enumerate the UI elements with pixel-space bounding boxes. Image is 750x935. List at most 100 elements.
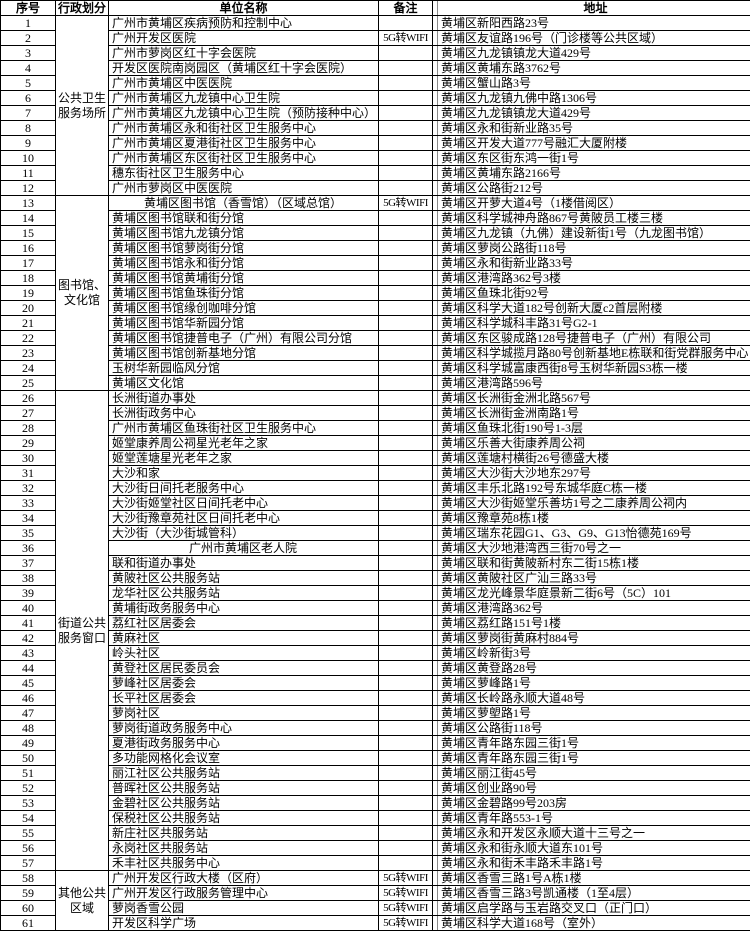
cell-serial-number: 35 <box>0 525 56 541</box>
table-row: 47 萝岗社区 黄埔区萝塱路1号 <box>0 705 750 721</box>
cell-remark <box>378 270 433 286</box>
table-row: 48 萝岗街道政务服务中心 黄埔区公路街118号 <box>0 720 750 736</box>
cell-remark <box>378 630 433 646</box>
cell-unit-name: 联和街道办事处 <box>108 555 379 571</box>
cell-address: 黄埔区丽江街45号 <box>432 765 750 781</box>
cell-serial-number: 2 <box>0 30 56 46</box>
cell-unit-name: 广州市黄埔区永和街社区卫生服务中心 <box>108 120 379 136</box>
cell-unit-name: 广州市黄埔区夏港街社区卫生服务中心 <box>108 135 379 151</box>
table-row: 4 开发区医院南岗园区（黄埔区红十字会医院） 黄埔区黄埔东路3762号 <box>0 60 750 76</box>
cell-unit-name: 姬堂莲塘星光老年之家 <box>108 450 379 466</box>
cell-remark <box>378 240 433 256</box>
cell-address: 黄埔区长岭路永顺大道48号 <box>432 690 750 706</box>
cell-unit-name: 黄埔区文化馆 <box>108 375 379 391</box>
cell-unit-name: 黄埔区图书馆创新基地分馆 <box>108 345 379 361</box>
cell-remark <box>378 225 433 241</box>
cell-unit-name: 新庄社区共服务站 <box>108 825 379 841</box>
cell-remark: 5G转WIFI <box>378 195 433 211</box>
cell-serial-number: 3 <box>0 45 56 61</box>
cell-serial-number: 61 <box>0 915 56 931</box>
table-row: 5 广州市黄埔区中医医院 黄埔区蟹山路3号 <box>0 75 750 91</box>
cell-remark <box>378 645 433 661</box>
cell-unit-name: 广州市黄埔区老人院 <box>108 540 379 556</box>
table-row: 3 广州市萝岗区红十字会医院 黄埔区九龙镇镇龙大道429号 <box>0 45 750 61</box>
cell-remark <box>378 585 433 601</box>
cell-serial-number: 43 <box>0 645 56 661</box>
table-row: 27 长洲街政务中心 黄埔区长洲街金洲南路1号 <box>0 405 750 421</box>
table-row: 16 黄埔区图书馆萝岗街分馆 黄埔区萝岗公路街118号 <box>0 240 750 256</box>
cell-unit-name: 长平社区居委会 <box>108 690 379 706</box>
cell-serial-number: 28 <box>0 420 56 436</box>
cell-address: 黄埔区九龙镇（九佛）建设新街1号（九龙图书馆） <box>432 225 750 241</box>
cell-unit-name: 广州开发区医院 <box>108 30 379 46</box>
cell-address: 黄埔区长洲街金洲北路567号 <box>432 390 750 406</box>
cell-remark <box>378 690 433 706</box>
cell-address: 黄埔区瑞东花园G1、G3、G9、G13怡德苑169号 <box>432 525 750 541</box>
column-header-serial-number: 序号 <box>0 0 56 16</box>
cell-address: 黄埔区黄陂社区广汕三路33号 <box>432 570 750 586</box>
table-row: 36 广州市黄埔区老人院 黄埔区大沙地港湾西三街70号之一 <box>0 540 750 556</box>
cell-unit-name: 黄埔街政务服务中心 <box>108 600 379 616</box>
table-row: 15 黄埔区图书馆九龙镇分馆 黄埔区九龙镇（九佛）建设新街1号（九龙图书馆） <box>0 225 750 241</box>
cell-serial-number: 41 <box>0 615 56 631</box>
cell-remark <box>378 660 433 676</box>
cell-remark <box>378 705 433 721</box>
cell-remark <box>378 180 433 196</box>
cell-remark <box>378 420 433 436</box>
cell-address: 黄埔区科学城科丰路31号G2-1 <box>432 315 750 331</box>
cell-unit-name: 金碧社区公共服务站 <box>108 795 379 811</box>
cell-unit-name: 多功能网格化会议室 <box>108 750 379 766</box>
cell-address: 黄埔区大沙地港湾西三街70号之一 <box>432 540 750 556</box>
cell-address: 黄埔区永和街禾丰路禾丰路1号 <box>432 855 750 871</box>
cell-remark <box>378 555 433 571</box>
cell-address: 黄埔区港湾路596号 <box>432 375 750 391</box>
cell-remark <box>378 210 433 226</box>
cell-address: 黄埔区乐善大街康养周公祠 <box>432 435 750 451</box>
column-header-remark: 备注 <box>378 0 433 16</box>
cell-serial-number: 30 <box>0 450 56 466</box>
cell-serial-number: 5 <box>0 75 56 91</box>
cell-remark <box>378 450 433 466</box>
cell-unit-name: 大沙街日间托老服务中心 <box>108 480 379 496</box>
cell-serial-number: 42 <box>0 630 56 646</box>
table-row: 21 黄埔区图书馆华新园分馆 黄埔区科学城科丰路31号G2-1 <box>0 315 750 331</box>
cell-serial-number: 54 <box>0 810 56 826</box>
cell-serial-number: 20 <box>0 300 56 316</box>
cell-address: 黄埔区鱼珠北街92号 <box>432 285 750 301</box>
cell-serial-number: 31 <box>0 465 56 481</box>
cell-address: 黄埔区公路街212号 <box>432 180 750 196</box>
cell-unit-name: 萝岗街道政务服务中心 <box>108 720 379 736</box>
cell-address: 黄埔区科学大道168号（室外） <box>432 915 750 931</box>
cell-serial-number: 52 <box>0 780 56 796</box>
cell-address: 黄埔区萝岗公路街118号 <box>432 240 750 256</box>
cell-unit-name: 黄埔区图书馆黄埔街分馆 <box>108 270 379 286</box>
cell-remark <box>378 105 433 121</box>
cell-unit-name: 大沙街（大沙街城管科） <box>108 525 379 541</box>
table-row: 2 广州开发区医院 5G转WIFI 黄埔区友谊路196号（门诊楼等公共区域） <box>0 30 750 46</box>
cell-unit-name: 黄埔区图书馆鱼珠街分馆 <box>108 285 379 301</box>
cell-serial-number: 23 <box>0 345 56 361</box>
cell-remark <box>378 285 433 301</box>
cell-serial-number: 8 <box>0 120 56 136</box>
cell-division: 其他公共 区域 <box>55 870 109 931</box>
cell-address: 黄埔区永和开发区永顺大道十三号之一 <box>432 825 750 841</box>
cell-address: 黄埔区东区骏成路128号捷普电子（广州）有限公司 <box>432 330 750 346</box>
table-row: 20 黄埔区图书馆缘创咖啡分馆 黄埔区科学大道182号创新大厦c2首层附楼 <box>0 300 750 316</box>
cell-serial-number: 58 <box>0 870 56 886</box>
cell-address: 黄埔区青年路东园三街1号 <box>432 735 750 751</box>
cell-unit-name: 广州市萝岗区红十字会医院 <box>108 45 379 61</box>
cell-unit-name: 岭头社区 <box>108 645 379 661</box>
cell-remark <box>378 330 433 346</box>
table-row: 61 开发区科学广场 5G转WIFI 黄埔区科学大道168号（室外） <box>0 915 750 931</box>
cell-serial-number: 47 <box>0 705 56 721</box>
cell-unit-name: 萝峰社区居委会 <box>108 675 379 691</box>
cell-serial-number: 7 <box>0 105 56 121</box>
cell-unit-name: 穗东街社区卫生服务中心 <box>108 165 379 181</box>
table-row: 17 黄埔区图书馆永和街分馆 黄埔区永和街新业路33号 <box>0 255 750 271</box>
cell-unit-name: 黄陂社区公共服务站 <box>108 570 379 586</box>
cell-serial-number: 55 <box>0 825 56 841</box>
cell-remark <box>378 120 433 136</box>
cell-remark <box>378 750 433 766</box>
table-row: 14 黄埔区图书馆联和街分馆 黄埔区科学城神舟路867号黄陂员工楼三楼 <box>0 210 750 226</box>
table-row: 26 街道公共 服务窗口 长洲街道办事处 黄埔区长洲街金洲北路567号 <box>0 390 750 871</box>
